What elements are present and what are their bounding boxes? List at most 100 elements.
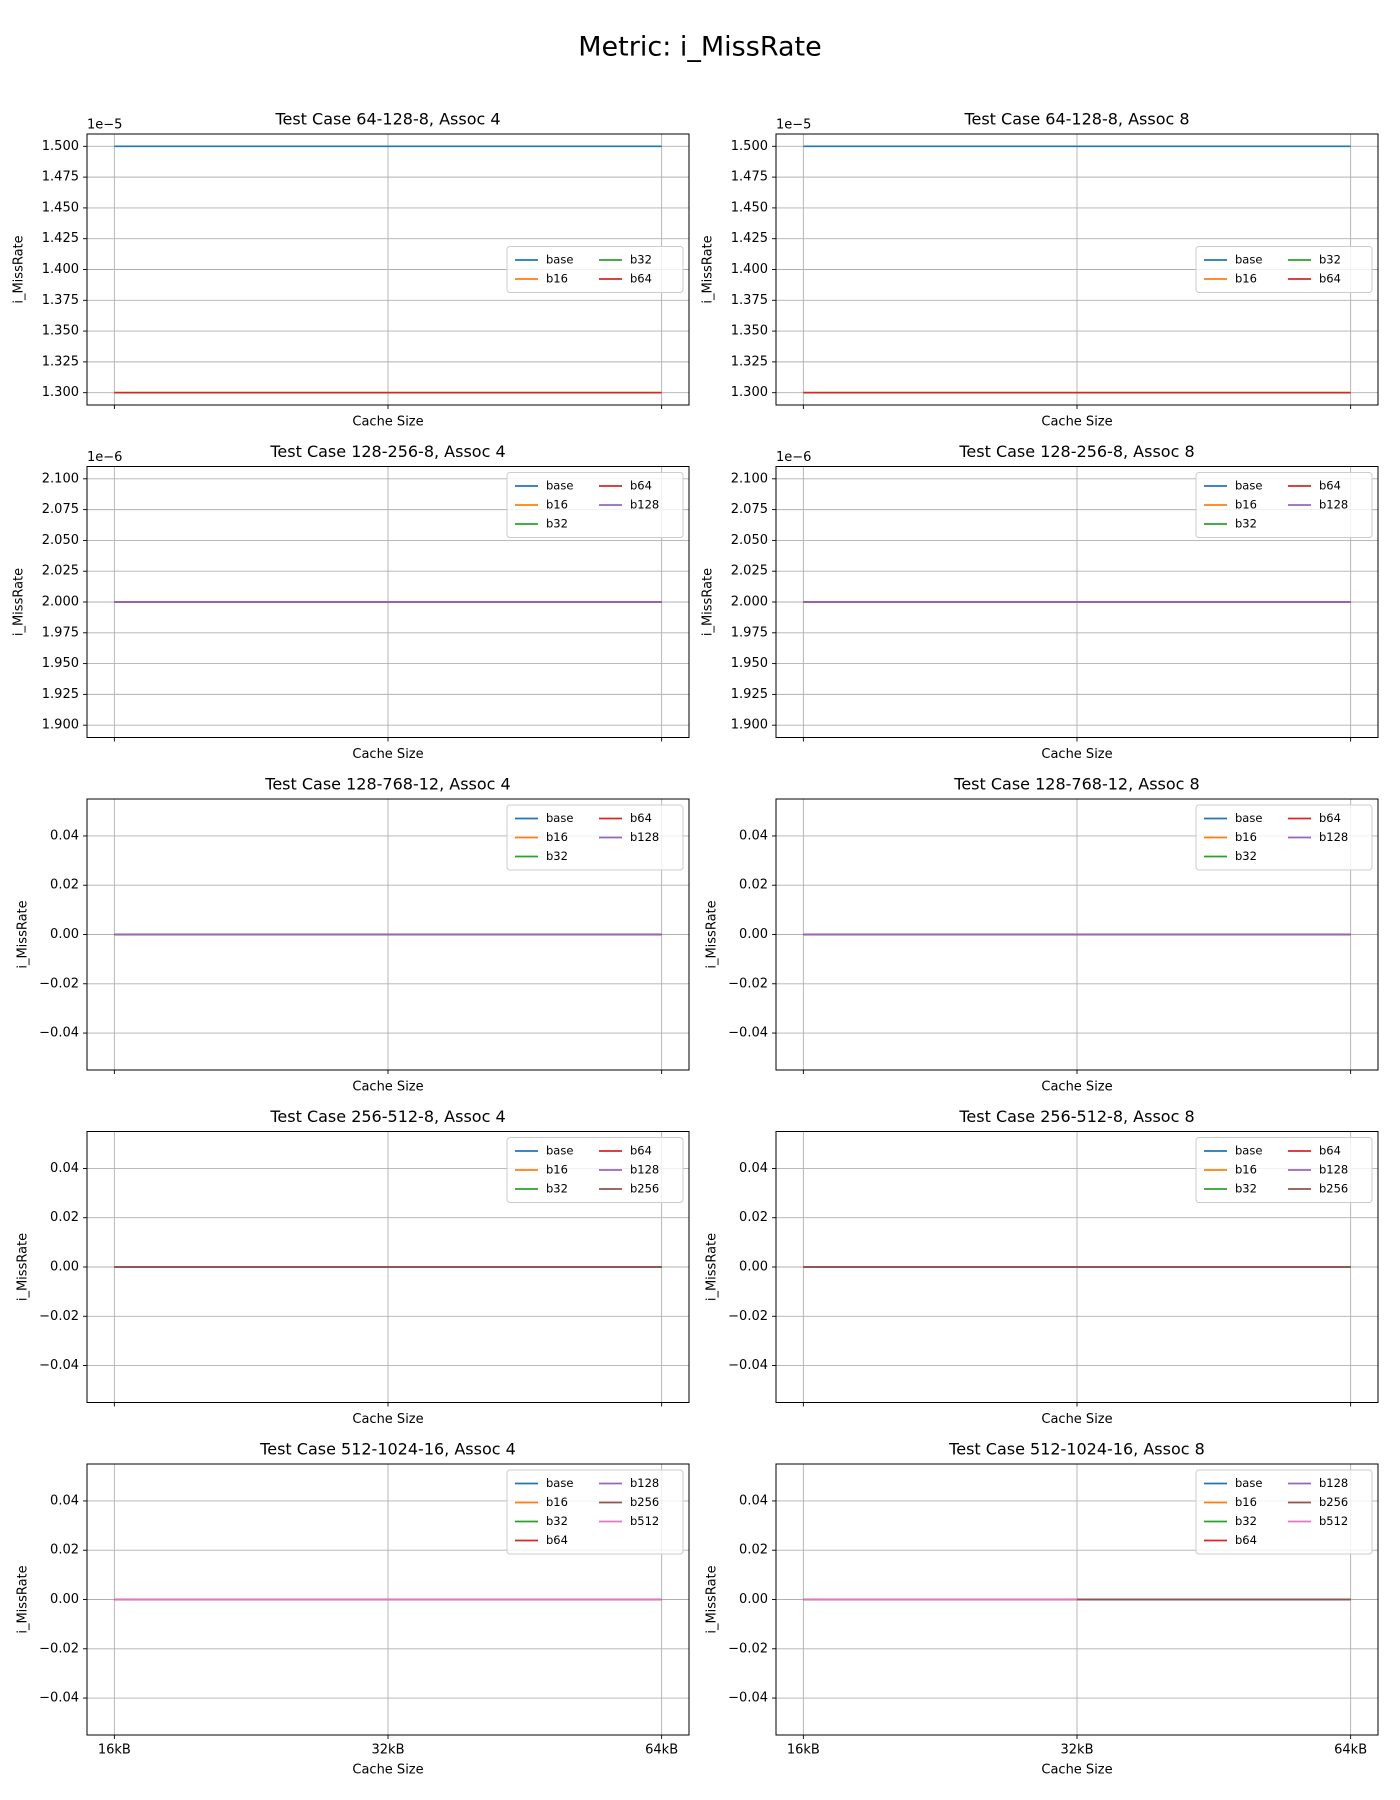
- legend-label: b32: [630, 253, 652, 267]
- y-axis-label: i_MissRate: [12, 568, 27, 636]
- y-tick-label: 2.025: [731, 564, 768, 579]
- axes-frame: [86, 133, 690, 406]
- x-axis-label: Cache Size: [1041, 747, 1112, 762]
- y-tick-label: 2.025: [42, 564, 79, 579]
- y-axis-label: i_MissRate: [12, 235, 27, 303]
- y-tick-label: 1.900: [42, 718, 79, 733]
- legend-label: b128: [1319, 498, 1348, 512]
- legend-box: [506, 472, 684, 538]
- y-tick-label: −0.04: [728, 1026, 768, 1041]
- y-tick-label: 0.04: [739, 828, 768, 843]
- legend-label: b64: [1319, 1144, 1341, 1158]
- legend-label: b64: [1235, 1533, 1257, 1547]
- legend-label: b64: [1319, 272, 1341, 286]
- y-tick-label: −0.02: [39, 976, 79, 991]
- x-tick-label: 16kB: [787, 1743, 820, 1758]
- legend-label: b128: [630, 1163, 659, 1177]
- legend-label: b16: [1235, 1163, 1257, 1177]
- y-tick-label: 1.425: [731, 231, 768, 246]
- y-tick-label: 0.02: [50, 1210, 79, 1225]
- y-tick-label: 1.900: [731, 718, 768, 733]
- legend-label: b32: [546, 1182, 568, 1196]
- legend-label: base: [546, 1144, 573, 1158]
- subplot: 1.300 1.325 1.350 1.375 1.400 1.425 1.450 1.475…: [12, 110, 690, 430]
- subplot-title: Test Case 128-256-8, Assoc 8: [958, 442, 1194, 461]
- x-tick-label: 32kB: [372, 1743, 405, 1758]
- x-tick-label: 64kB: [1334, 1743, 1367, 1758]
- y-tick-label: 0.04: [739, 1493, 768, 1508]
- y-tick-label: 2.000: [42, 595, 79, 610]
- y-axis-label: i_MissRate: [705, 1233, 720, 1301]
- legend-label: base: [1235, 1476, 1262, 1490]
- y-tick-label: 0.02: [739, 1543, 768, 1558]
- subplot-title: Test Case 512-1024-16, Assoc 8: [948, 1440, 1205, 1459]
- legend-label: b64: [630, 479, 652, 493]
- offset-label: 1e−5: [776, 118, 811, 133]
- y-axis-label: i_MissRate: [705, 1565, 720, 1633]
- axes-frame: [775, 466, 1379, 738]
- subplot: 1.300 1.325 1.350 1.375 1.400 1.425 1.450 1.475…: [701, 110, 1379, 430]
- legend-label: b16: [546, 1163, 568, 1177]
- y-tick-label: −0.04: [39, 1691, 79, 1706]
- y-axis-label: i_MissRate: [701, 568, 716, 636]
- y-tick-label: 1.475: [731, 170, 768, 185]
- y-tick-label: −0.02: [728, 976, 768, 991]
- legend-label: b128: [630, 830, 659, 844]
- y-tick-label: 1.925: [42, 687, 79, 702]
- y-tick-label: 0.04: [50, 828, 79, 843]
- legend-label: b16: [1235, 272, 1257, 286]
- legend-label: b32: [1235, 849, 1257, 863]
- legend-label: b16: [1235, 1495, 1257, 1509]
- legend-label: base: [1235, 479, 1262, 493]
- y-tick-label: −0.02: [728, 1641, 768, 1656]
- subplot-title: Test Case 256-512-8, Assoc 8: [958, 1107, 1194, 1126]
- legend-box: [1195, 246, 1373, 293]
- y-tick-label: 2.050: [42, 533, 79, 548]
- legend-label: b16: [546, 1495, 568, 1509]
- y-tick-label: −0.04: [728, 1358, 768, 1373]
- legend-label: b256: [630, 1182, 659, 1196]
- y-tick-label: 0.02: [50, 878, 79, 893]
- legend-box: [506, 1469, 684, 1555]
- y-tick-label: 0.02: [739, 878, 768, 893]
- y-tick-label: 1.450: [42, 200, 79, 215]
- y-tick-label: 0.00: [50, 1592, 79, 1607]
- axes-frame: [86, 466, 690, 738]
- legend-box: [506, 246, 684, 293]
- legend-label: b32: [546, 1514, 568, 1528]
- legend-label: b256: [1319, 1495, 1348, 1509]
- y-tick-label: 1.475: [42, 170, 79, 185]
- y-tick-label: 1.300: [731, 385, 768, 400]
- legend-label: base: [546, 253, 573, 267]
- y-tick-label: 0.02: [50, 1543, 79, 1558]
- offset-label: 1e−5: [87, 118, 122, 133]
- legend-box: [1195, 1469, 1373, 1555]
- y-tick-label: 2.100: [731, 471, 768, 486]
- y-tick-label: 1.950: [42, 656, 79, 671]
- y-axis-label: i_MissRate: [705, 900, 720, 968]
- legend-label: base: [546, 1476, 573, 1490]
- subplot: −0.04 −0.02 0.00 0.02 0.04 16kB 32kB 64kB Test C…: [16, 1440, 690, 1778]
- y-tick-label: 2.075: [731, 502, 768, 517]
- y-tick-label: −0.04: [728, 1691, 768, 1706]
- legend-label: b32: [1235, 517, 1257, 531]
- axes-frame: [86, 798, 690, 1071]
- legend-label: b512: [630, 1514, 659, 1528]
- subplot: −0.04 −0.02 0.00 0.02 0.04 Test Case 128-768-…: [705, 775, 1379, 1095]
- legend-label: b128: [1319, 1163, 1348, 1177]
- subplot: −0.04 −0.02 0.00 0.02 0.04 Test Case 256-512-…: [705, 1107, 1379, 1427]
- legend-label: b16: [546, 498, 568, 512]
- axes-frame: [775, 798, 1379, 1071]
- legend-label: b64: [1319, 811, 1341, 825]
- y-tick-label: 1.975: [42, 625, 79, 640]
- legend-label: b128: [1319, 1476, 1348, 1490]
- legend-label: base: [1235, 1144, 1262, 1158]
- subplot: 1.900 1.925 1.950 1.975 2.000 2.025 2.050 2.075…: [701, 442, 1379, 762]
- y-tick-label: 1.500: [731, 139, 768, 154]
- subplot-title: Test Case 128-768-12, Assoc 8: [953, 775, 1199, 794]
- legend-box: [1195, 804, 1373, 871]
- y-tick-label: 0.00: [739, 1592, 768, 1607]
- legend-box: [1195, 472, 1373, 538]
- y-tick-label: 1.450: [731, 200, 768, 215]
- legend-label: base: [1235, 811, 1262, 825]
